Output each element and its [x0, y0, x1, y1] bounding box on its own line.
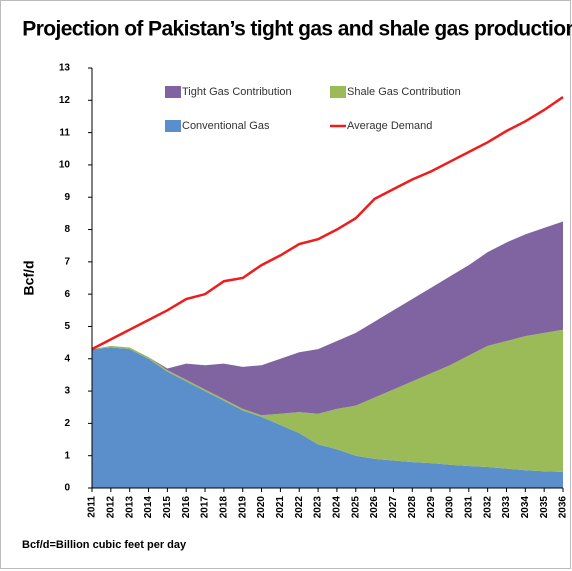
y-tick-label: 5: [64, 321, 70, 332]
x-tick-label: 2016: [181, 496, 192, 519]
legend-label: Average Demand: [347, 120, 432, 132]
x-tick-label: 2033: [501, 496, 512, 519]
legend-label: Shale Gas Contribution: [347, 86, 461, 98]
y-tick-label: 13: [59, 63, 71, 74]
x-tick-label: 2013: [124, 496, 135, 519]
y-tick-label: 9: [64, 192, 70, 203]
x-tick-label: 2015: [162, 496, 173, 519]
y-tick-label: 1: [64, 450, 70, 461]
y-tick-label: 10: [59, 160, 71, 171]
y-tick-label: 3: [64, 386, 70, 397]
x-tick-label: 2023: [313, 496, 324, 519]
x-tick-label: 2031: [463, 496, 474, 519]
x-tick-label: 2028: [407, 496, 418, 519]
x-tick-label: 2018: [219, 496, 230, 519]
x-tick-label: 2011: [87, 496, 98, 518]
x-tick-label: 2012: [105, 496, 116, 519]
legend-swatch: [330, 86, 346, 98]
y-tick-label: 11: [59, 127, 70, 138]
legend-swatch: [165, 86, 181, 98]
legend-label: Conventional Gas: [182, 120, 270, 132]
area: [92, 347, 563, 488]
y-tick-label: 2: [64, 418, 70, 429]
x-tick-label: 2036: [558, 496, 569, 519]
x-tick-label: 2034: [520, 496, 531, 519]
x-tick-label: 2035: [539, 496, 550, 519]
y-axis-label: Bcf/d: [21, 261, 37, 296]
area: [92, 329, 563, 472]
y-tick-label: 12: [59, 95, 71, 106]
x-tick-label: 2024: [332, 496, 343, 519]
x-tick-label: 2029: [426, 496, 437, 519]
x-tick-label: 2022: [294, 496, 305, 519]
note: Bcf/d=Billion cubic feet per day: [22, 539, 187, 551]
y-tick-label: 6: [64, 289, 70, 300]
legend-label: Tight Gas Contribution: [182, 86, 292, 98]
area: [92, 221, 563, 416]
line: [91, 96, 564, 351]
x-tick-label: 2019: [237, 496, 248, 519]
chart-title: Projection of Pakistan’s tight gas and s…: [22, 18, 572, 41]
y-tick-label: 0: [64, 483, 70, 494]
x-tick-label: 2014: [143, 496, 154, 519]
x-tick-label: 2020: [256, 496, 267, 519]
legend-swatch: [165, 120, 181, 132]
x-tick-label: 2017: [200, 496, 211, 519]
y-tick-label: 4: [64, 353, 70, 364]
x-tick-label: 2021: [275, 496, 286, 519]
y-tick-label: 8: [64, 224, 70, 235]
x-tick-label: 2027: [388, 496, 399, 519]
y-tick-label: 7: [64, 256, 70, 267]
x-tick-label: 2030: [445, 496, 456, 519]
x-tick-label: 2026: [369, 496, 380, 519]
x-tick-label: 2025: [350, 496, 361, 519]
x-tick-label: 2032: [482, 496, 493, 519]
